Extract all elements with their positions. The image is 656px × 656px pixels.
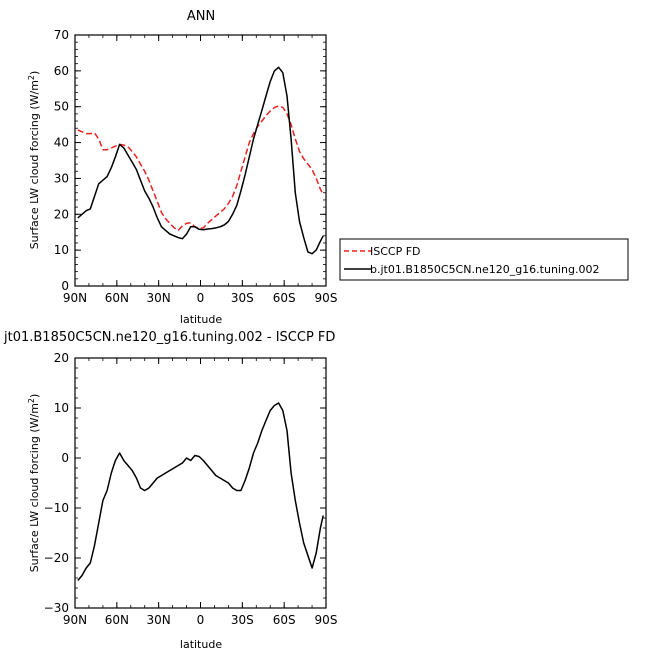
legend-box (339, 238, 629, 281)
top-y-tick-label: 50 (54, 100, 69, 114)
bottom-series-group (77, 402, 324, 581)
top-x-tick-label: 30N (147, 291, 171, 305)
bottom-series-line-model (77, 402, 324, 581)
top-x-tick-label: 0 (197, 291, 205, 305)
top-y-tick-label: 60 (54, 64, 69, 78)
bottom-y-tick-label: 20 (54, 351, 69, 365)
top-x-tick-label: 30S (231, 291, 254, 305)
legend-label-model: b.jt01.B1850C5CN.ne120_g16.tuning.002 (370, 263, 599, 276)
top-x-tick-label: 90N (63, 291, 87, 305)
bottom-x-tick-label: 30S (231, 613, 254, 627)
top-x-tick-label: 60N (105, 291, 129, 305)
top-series-group (77, 66, 324, 255)
top-plot-frame (74, 34, 327, 287)
top-y-tick-label: 30 (54, 171, 69, 185)
bottom-x-axis: 90N 60N 30N 0 30S 60S 90S (63, 358, 338, 627)
bottom-x-tick-label: 90N (63, 613, 87, 627)
bottom-y-axis-label: Surface LW cloud forcing (W/m2) (27, 394, 41, 573)
top-y-axis: 0 10 20 30 40 50 60 70 (54, 28, 326, 293)
bottom-x-axis-label: latitude (180, 638, 222, 651)
top-y-tick-label: 10 (54, 243, 69, 257)
bottom-plot-frame (74, 357, 327, 609)
bottom-chart-title: jt01.B1850C5CN.ne120_g16.tuning.002 - IS… (3, 330, 335, 345)
bottom-y-tick-label: 10 (54, 401, 69, 415)
top-x-axis: 90N 60N 30N 0 30S 60S 90S (63, 35, 338, 305)
bottom-x-tick-label: 60S (273, 613, 296, 627)
legend-label-isccp: ISCCP FD (370, 245, 421, 258)
top-x-tick-label: 60S (273, 291, 296, 305)
bottom-x-tick-label: 60N (105, 613, 129, 627)
top-y-tick-label: 40 (54, 136, 69, 150)
top-y-tick-label: 70 (54, 28, 69, 42)
bottom-chart: jt01.B1850C5CN.ne120_g16.tuning.002 - IS… (3, 330, 337, 651)
bottom-x-tick-label: 90S (315, 613, 338, 627)
bottom-y-tick-label: −30 (44, 601, 69, 615)
top-y-axis-label: Surface LW cloud forcing (W/m2) (27, 71, 41, 250)
bottom-y-axis: −30 −20 −10 0 10 20 (44, 351, 326, 615)
bottom-y-tick-label: 0 (61, 451, 69, 465)
legend: ISCCP FD b.jt01.B1850C5CN.ne120_g16.tuni… (339, 238, 629, 281)
top-y-tick-label: 0 (61, 279, 69, 293)
bottom-x-tick-label: 30N (147, 613, 171, 627)
bottom-y-tick-label: −20 (44, 551, 69, 565)
top-x-tick-label: 90S (315, 291, 338, 305)
top-series-line-isccp (77, 105, 324, 232)
bottom-y-tick-label: −10 (44, 501, 69, 515)
top-series-line-model (77, 66, 324, 255)
top-chart-title: ANN (187, 9, 215, 24)
top-x-axis-label: latitude (180, 313, 222, 326)
bottom-x-tick-label: 0 (197, 613, 205, 627)
top-y-tick-label: 20 (54, 207, 69, 221)
